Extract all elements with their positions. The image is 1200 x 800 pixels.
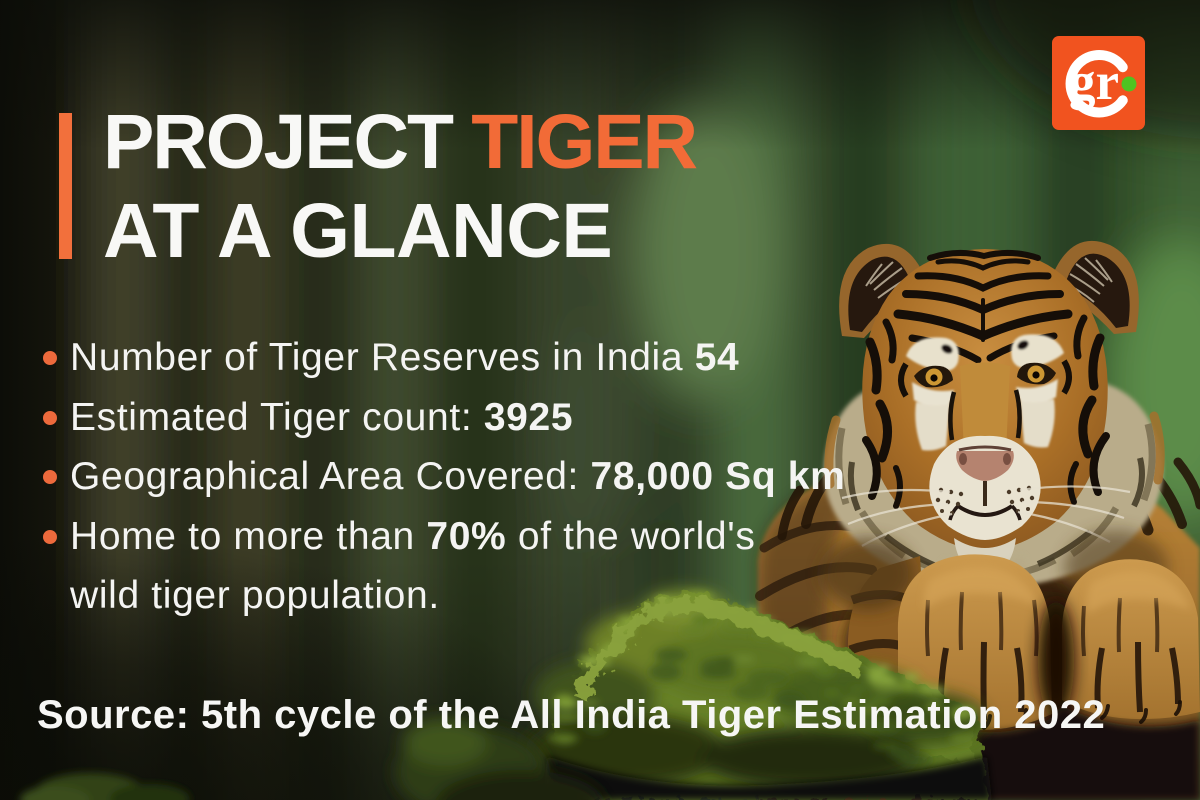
svg-text:gr: gr xyxy=(1069,53,1119,111)
